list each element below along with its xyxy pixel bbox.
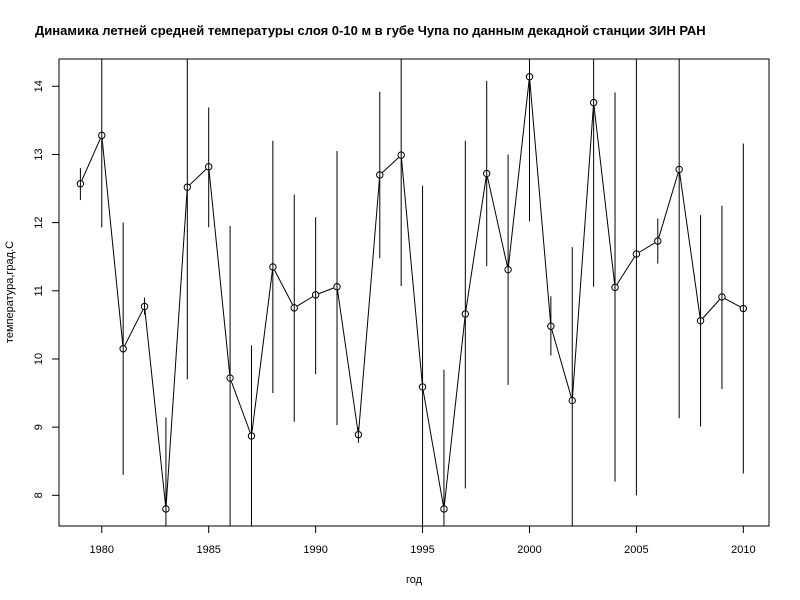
data-point-2003	[589, 98, 598, 107]
line-segment-1988	[274, 269, 294, 305]
line-segment-1992	[358, 178, 380, 432]
line-segment-2002	[572, 106, 594, 398]
y-tick-label-11: 11	[33, 285, 45, 296]
line-segment-1993	[382, 157, 399, 173]
data-point-2000	[525, 73, 534, 81]
line-segment-1994	[401, 158, 423, 384]
data-point-1982	[140, 302, 149, 311]
line-segment-1991	[337, 290, 359, 432]
line-segment-1987	[251, 270, 273, 433]
line-segment-2007	[679, 172, 701, 318]
data-point-1988	[269, 263, 277, 271]
y-axis: 8 9 10 11 12 13 14	[33, 80, 60, 498]
error-bars	[79, 59, 744, 526]
data-point-2007	[675, 165, 683, 174]
line-segment-1997	[465, 177, 487, 311]
data-point-2006	[654, 237, 662, 245]
y-tick-label-8: 8	[33, 492, 45, 498]
line-segment-2009	[724, 298, 741, 308]
line-segment-1984	[189, 168, 207, 186]
line-segment-1981	[124, 309, 144, 346]
x-tick-label-1980: 1980	[90, 544, 114, 556]
y-tick-label-9: 9	[33, 424, 45, 430]
data-point-2001	[547, 322, 555, 330]
line-segment-2001	[551, 329, 572, 398]
data-point-1992	[354, 430, 363, 439]
data-point-2010	[739, 304, 748, 313]
data-point-1995	[418, 383, 427, 391]
data-point-1993	[376, 171, 384, 179]
y-axis-label: температура,град.С	[4, 241, 16, 343]
data-point-1991	[333, 283, 341, 291]
x-tick-label-2000: 2000	[517, 544, 541, 556]
data-point-1996	[440, 505, 448, 513]
y-tick-label-14: 14	[33, 80, 45, 92]
data-point-1989	[290, 304, 298, 312]
data-point-1987	[247, 432, 256, 440]
data-point-2005	[632, 250, 641, 258]
y-tick-label-10: 10	[33, 353, 45, 365]
data-point-1994	[397, 151, 405, 159]
line-segment-2003	[593, 106, 616, 284]
data-point-1999	[504, 265, 512, 274]
x-tick-label-1995: 1995	[410, 544, 434, 556]
x-tick-label-1990: 1990	[303, 544, 327, 556]
data-point-1985	[204, 163, 213, 171]
line-segment-2004	[616, 256, 635, 285]
data-point-1980	[98, 131, 106, 140]
data-point-1986	[226, 374, 234, 382]
line-segment-1983	[165, 190, 188, 506]
line-segment-1982	[144, 310, 167, 506]
x-tick-label-2010: 2010	[731, 544, 755, 556]
line-segment-2005	[639, 242, 655, 253]
data-point-1983	[162, 505, 170, 513]
data-point-1998	[483, 169, 491, 178]
data-point-1979	[76, 180, 85, 188]
data-point-1981	[119, 345, 127, 353]
x-axis: 1980 1985 1990 1995 2000 2005 2010	[90, 525, 756, 556]
x-axis-label: год	[406, 574, 423, 586]
line-segment-1999	[507, 80, 530, 267]
data-point-2008	[696, 317, 705, 325]
data-points	[76, 73, 748, 513]
line-segment-1985	[208, 170, 231, 375]
series-line	[81, 80, 741, 506]
data-point-1984	[183, 183, 192, 191]
line-segment-2008	[702, 299, 720, 319]
data-point-2009	[718, 293, 726, 301]
line-segment-1986	[230, 381, 251, 433]
line-segment-1980	[101, 138, 124, 346]
y-tick-label-12: 12	[33, 216, 45, 228]
line-segment-1995	[422, 390, 444, 506]
x-tick-label-1985: 1985	[196, 544, 220, 556]
line-segment-1996	[443, 317, 466, 506]
data-point-1997	[461, 310, 470, 318]
line-segment-1990	[318, 287, 334, 295]
y-tick-label-13: 13	[33, 148, 45, 160]
x-tick-label-2005: 2005	[624, 544, 648, 556]
data-point-2004	[611, 283, 619, 292]
line-segment-1989	[297, 296, 313, 307]
line-segment-1979	[81, 138, 101, 181]
chart-title: Динамика летней средней температуры слоя…	[35, 23, 706, 38]
line-segment-2000	[529, 80, 552, 323]
data-point-2002	[568, 396, 576, 405]
line-segment-1998	[487, 176, 508, 267]
line-segment-2006	[658, 172, 679, 238]
data-point-1990	[311, 291, 320, 299]
